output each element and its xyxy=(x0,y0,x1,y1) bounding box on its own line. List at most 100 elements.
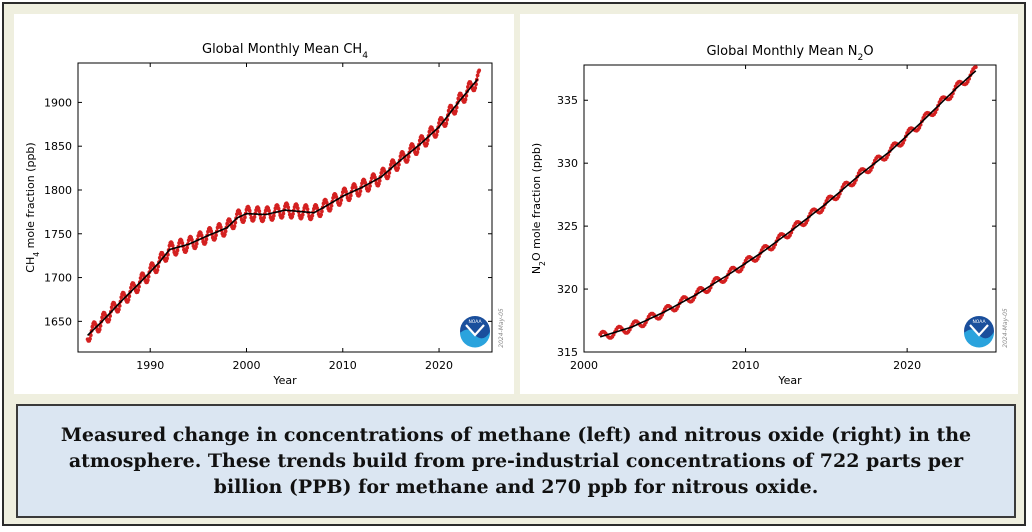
monthly-point xyxy=(416,146,421,151)
chart-title: Global Monthly Mean CH4 xyxy=(202,42,368,61)
monthly-point xyxy=(852,181,857,185)
monthly-point xyxy=(477,68,482,73)
monthly-point xyxy=(463,97,468,102)
y-tick-label: 1850 xyxy=(44,140,72,153)
monthly-point xyxy=(300,212,305,217)
y-tick-label: 1650 xyxy=(44,315,72,328)
monthly-point xyxy=(382,169,387,173)
monthly-point xyxy=(389,162,393,167)
monthly-point xyxy=(430,127,435,132)
monthly-point xyxy=(379,171,384,175)
monthly-point xyxy=(377,182,381,186)
monthly-point xyxy=(357,192,362,197)
monthly-point xyxy=(373,175,377,180)
monthly-point xyxy=(209,229,214,234)
caption-box: Measured change in concentrations of met… xyxy=(16,404,1016,518)
monthly-point xyxy=(223,229,228,234)
monthly-point xyxy=(126,297,131,302)
monthly-point xyxy=(405,158,410,163)
monthly-point xyxy=(363,180,368,185)
monthly-point xyxy=(262,215,266,220)
monthly-point xyxy=(214,233,218,238)
monthly-point xyxy=(328,207,333,211)
monthly-point xyxy=(109,305,114,310)
nitrous-oxide-chart: Global Monthly Mean N2O 2000 2010 2020 315 32… xyxy=(530,44,1009,387)
x-tick-label: 2010 xyxy=(732,359,760,372)
monthly-point xyxy=(247,208,252,213)
monthly-point xyxy=(175,248,180,253)
monthly-point xyxy=(411,144,416,149)
noaa-logo-text: NOAA xyxy=(468,319,482,325)
monthly-point xyxy=(901,141,905,145)
monthly-point xyxy=(466,85,470,89)
monthly-point xyxy=(291,212,295,216)
monthly-point xyxy=(148,266,153,270)
monthly-point xyxy=(165,256,170,261)
methane-chart: Global Monthly Mean CH4 1990 2000 2010 2020 1… xyxy=(24,42,505,387)
monthly-point xyxy=(145,278,150,283)
monthly-point xyxy=(446,108,451,113)
monthly-point xyxy=(353,185,358,190)
noaa-logo-wave xyxy=(460,329,491,348)
monthly-point xyxy=(194,241,199,246)
monthly-point xyxy=(137,284,141,289)
monthly-point xyxy=(276,206,281,211)
monthly-point xyxy=(242,218,247,223)
monthly-point xyxy=(368,184,372,188)
monthly-point xyxy=(324,200,329,205)
monthly-point xyxy=(949,94,954,99)
y-tick-label: 330 xyxy=(557,157,578,170)
monthly-point xyxy=(334,195,339,199)
monthly-point xyxy=(129,285,133,290)
monthly-point xyxy=(401,152,406,157)
monthly-point xyxy=(339,198,344,203)
y-tick-label: 1700 xyxy=(44,272,72,285)
noaa-logo-gull xyxy=(465,324,485,337)
monthly-point xyxy=(406,154,411,159)
monthly-point xyxy=(965,79,970,84)
monthly-point xyxy=(456,96,461,101)
monthly-point xyxy=(444,121,449,126)
monthly-point xyxy=(190,237,194,242)
monthly-point xyxy=(425,138,430,143)
monthly-point xyxy=(271,213,276,218)
x-axis-label: Year xyxy=(272,374,297,387)
monthly-point xyxy=(199,233,204,238)
chart-title: Global Monthly Mean N2O xyxy=(706,44,873,63)
methane-chart-panel: Global Monthly Mean CH4 1990 2000 2010 2020 1… xyxy=(14,14,514,394)
y-tick-label: 320 xyxy=(557,283,578,296)
monthly-point xyxy=(885,155,889,160)
monthly-point xyxy=(203,240,208,245)
y-tick-label: 1800 xyxy=(44,184,72,197)
monthly-point xyxy=(238,211,243,216)
monthly-point xyxy=(194,244,198,249)
noaa-logo-wave xyxy=(964,329,995,348)
monthly-point xyxy=(271,216,275,221)
monthly-point xyxy=(252,215,257,219)
monthly-point xyxy=(397,162,401,167)
x-tick-label: 2020 xyxy=(893,359,921,372)
monthly-point xyxy=(117,307,121,312)
monthly-point xyxy=(437,121,441,125)
x-tick-label: 1990 xyxy=(136,359,164,372)
x-tick-label: 2010 xyxy=(329,359,357,372)
monthly-point xyxy=(392,160,396,165)
monthly-point xyxy=(475,73,480,78)
monthly-point xyxy=(434,133,439,137)
monthly-point xyxy=(184,248,189,253)
monthly-point xyxy=(295,203,299,208)
monthly-point xyxy=(280,214,285,219)
monthly-point xyxy=(310,213,315,218)
monthly-point xyxy=(243,215,247,220)
y-axis-label: CH4 mole fraction (ppb) xyxy=(24,142,41,272)
x-axis-label: Year xyxy=(777,374,802,387)
monthly-point xyxy=(398,154,403,159)
y-axis-label: N2O mole fraction (ppb) xyxy=(530,143,547,274)
monthly-point xyxy=(454,109,458,114)
plot-frame xyxy=(583,64,997,353)
monthly-point xyxy=(387,171,392,175)
monthly-point xyxy=(425,141,429,146)
monthly-point xyxy=(225,221,230,226)
monthly-point xyxy=(329,203,334,208)
y-tick-label: 1900 xyxy=(44,96,72,109)
